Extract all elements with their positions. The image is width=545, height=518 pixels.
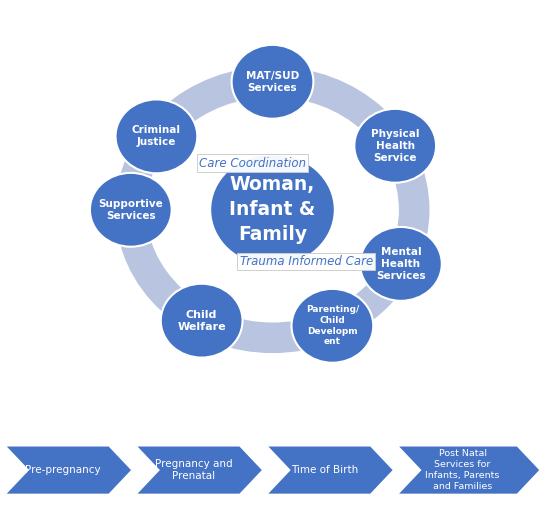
Polygon shape: [4, 445, 132, 495]
Text: Supportive
Services: Supportive Services: [99, 199, 163, 221]
Text: Woman,
Infant &
Family: Woman, Infant & Family: [229, 175, 316, 244]
Ellipse shape: [360, 227, 442, 301]
Ellipse shape: [292, 289, 373, 363]
Text: Pregnancy and
Prenatal: Pregnancy and Prenatal: [155, 459, 233, 481]
Text: Parenting/
Child
Developm
ent: Parenting/ Child Developm ent: [306, 305, 359, 347]
Text: Time of Birth: Time of Birth: [291, 465, 359, 475]
Ellipse shape: [161, 284, 243, 357]
Text: MAT/SUD
Services: MAT/SUD Services: [246, 71, 299, 93]
Text: Pre-pregnancy: Pre-pregnancy: [26, 465, 101, 475]
Ellipse shape: [354, 109, 436, 183]
Text: Criminal
Justice: Criminal Justice: [132, 125, 181, 147]
Ellipse shape: [232, 45, 313, 119]
Polygon shape: [397, 445, 541, 495]
Ellipse shape: [116, 99, 197, 174]
Text: Child
Welfare: Child Welfare: [177, 310, 226, 332]
Ellipse shape: [210, 153, 335, 266]
Text: Mental
Health
Services: Mental Health Services: [376, 247, 426, 281]
Text: Trauma Informed Care: Trauma Informed Care: [240, 255, 373, 268]
Ellipse shape: [90, 173, 172, 247]
Text: Care Coordination: Care Coordination: [199, 156, 306, 170]
Polygon shape: [266, 445, 394, 495]
Text: Post Natal
Services for
Infants, Parents
and Families: Post Natal Services for Infants, Parents…: [426, 449, 500, 491]
Text: Physical
Health
Service: Physical Health Service: [371, 129, 420, 163]
Polygon shape: [135, 445, 263, 495]
